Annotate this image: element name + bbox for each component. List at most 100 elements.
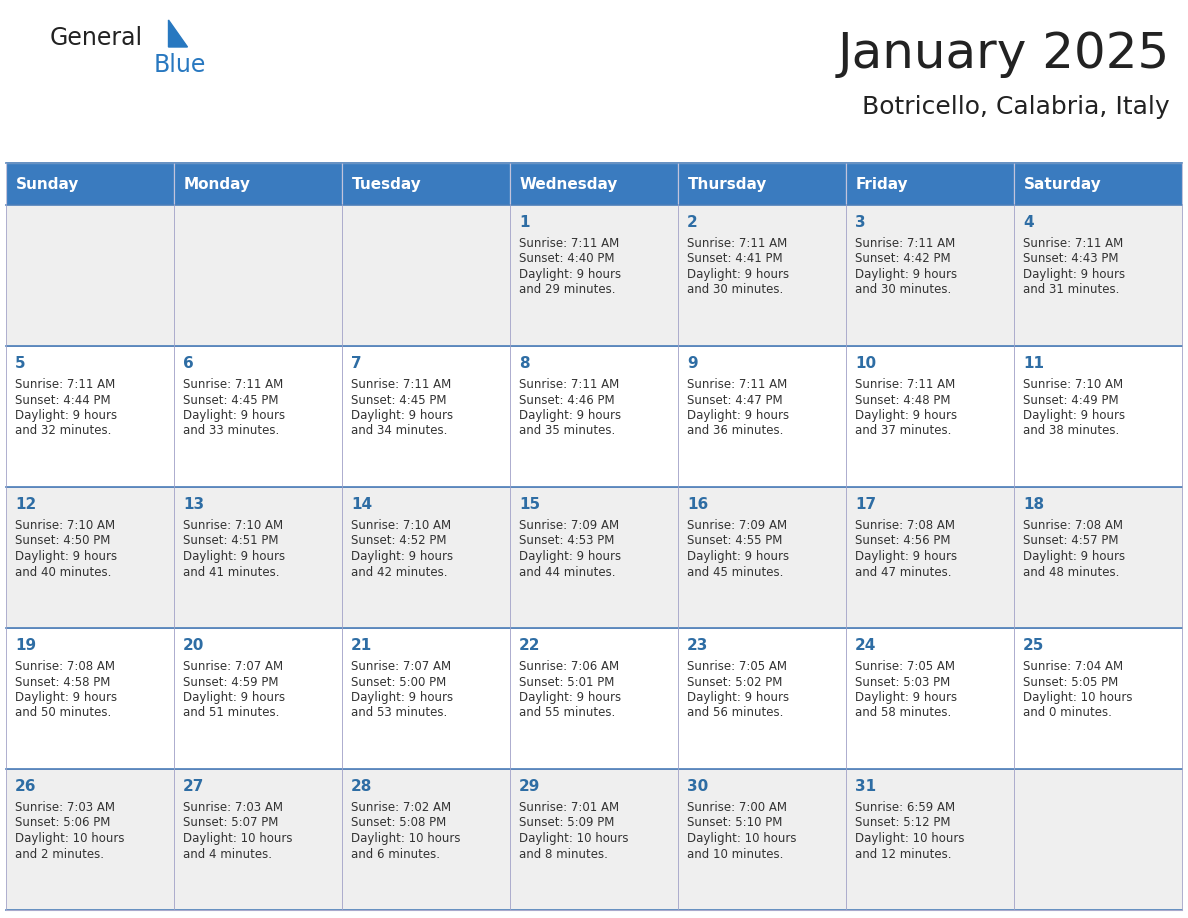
Bar [678,346,846,487]
Text: and 55 minutes.: and 55 minutes. [519,707,615,720]
Text: Sunrise: 7:10 AM: Sunrise: 7:10 AM [15,519,115,532]
Text: Sunset: 4:41 PM: Sunset: 4:41 PM [687,252,783,265]
Bar [510,628,678,769]
Text: January 2025: January 2025 [838,30,1170,78]
Text: Sunset: 5:05 PM: Sunset: 5:05 PM [1023,676,1118,688]
Text: Daylight: 9 hours: Daylight: 9 hours [1023,409,1125,422]
Bar [6,205,173,346]
Bar [342,163,510,205]
Text: Daylight: 9 hours: Daylight: 9 hours [350,409,453,422]
Bar [846,628,1015,769]
Text: and 40 minutes.: and 40 minutes. [15,565,112,578]
Text: Sunset: 5:12 PM: Sunset: 5:12 PM [855,816,950,830]
Text: and 45 minutes.: and 45 minutes. [687,565,783,578]
Bar [1015,346,1182,487]
Text: Daylight: 10 hours: Daylight: 10 hours [350,832,461,845]
Bar [678,487,846,628]
Text: 31: 31 [855,779,876,794]
Text: and 32 minutes.: and 32 minutes. [15,424,112,438]
Text: 7: 7 [350,356,361,371]
Bar [6,628,173,769]
Text: Daylight: 9 hours: Daylight: 9 hours [855,550,958,563]
Text: Sunrise: 7:05 AM: Sunrise: 7:05 AM [855,660,955,673]
Bar [342,205,510,346]
Text: and 34 minutes.: and 34 minutes. [350,424,448,438]
Text: Daylight: 9 hours: Daylight: 9 hours [183,691,285,704]
Text: 12: 12 [15,497,37,512]
Text: Sunset: 5:08 PM: Sunset: 5:08 PM [350,816,447,830]
Text: Sunrise: 6:59 AM: Sunrise: 6:59 AM [855,801,955,814]
Text: Sunrise: 7:03 AM: Sunrise: 7:03 AM [15,801,115,814]
Text: Sunset: 5:10 PM: Sunset: 5:10 PM [687,816,783,830]
Text: and 2 minutes.: and 2 minutes. [15,847,105,860]
Text: Sunrise: 7:09 AM: Sunrise: 7:09 AM [687,519,788,532]
Bar [342,628,510,769]
Text: Sunset: 4:43 PM: Sunset: 4:43 PM [1023,252,1118,265]
Text: 29: 29 [519,779,541,794]
Text: 18: 18 [1023,497,1044,512]
Text: Daylight: 9 hours: Daylight: 9 hours [855,691,958,704]
Bar [1015,769,1182,910]
Text: 3: 3 [855,215,866,230]
Text: Daylight: 10 hours: Daylight: 10 hours [519,832,628,845]
Text: Sunrise: 7:11 AM: Sunrise: 7:11 AM [15,378,115,391]
Text: and 42 minutes.: and 42 minutes. [350,565,448,578]
Text: Daylight: 9 hours: Daylight: 9 hours [687,268,789,281]
Text: Sunrise: 7:11 AM: Sunrise: 7:11 AM [687,378,788,391]
Text: 24: 24 [855,638,877,653]
Bar [846,163,1015,205]
Text: Sunrise: 7:03 AM: Sunrise: 7:03 AM [183,801,283,814]
Text: Sunrise: 7:11 AM: Sunrise: 7:11 AM [855,378,955,391]
Text: Saturday: Saturday [1024,176,1101,192]
Text: Sunrise: 7:04 AM: Sunrise: 7:04 AM [1023,660,1123,673]
Bar [510,346,678,487]
Text: Sunrise: 7:07 AM: Sunrise: 7:07 AM [183,660,283,673]
Text: 21: 21 [350,638,372,653]
Text: Sunset: 4:56 PM: Sunset: 4:56 PM [855,534,950,547]
Text: Sunset: 4:47 PM: Sunset: 4:47 PM [687,394,783,407]
Text: 27: 27 [183,779,204,794]
Text: and 56 minutes.: and 56 minutes. [687,707,783,720]
Text: 5: 5 [15,356,26,371]
Text: Daylight: 9 hours: Daylight: 9 hours [350,691,453,704]
Text: Sunset: 4:58 PM: Sunset: 4:58 PM [15,676,110,688]
Text: Sunrise: 7:10 AM: Sunrise: 7:10 AM [183,519,283,532]
Text: Sunrise: 7:10 AM: Sunrise: 7:10 AM [350,519,451,532]
Bar [846,487,1015,628]
Text: Sunset: 5:03 PM: Sunset: 5:03 PM [855,676,950,688]
Text: 13: 13 [183,497,204,512]
Text: 9: 9 [687,356,697,371]
Text: 8: 8 [519,356,530,371]
Text: Sunrise: 7:11 AM: Sunrise: 7:11 AM [519,378,619,391]
Text: Daylight: 9 hours: Daylight: 9 hours [1023,550,1125,563]
Text: Sunrise: 7:00 AM: Sunrise: 7:00 AM [687,801,786,814]
Text: and 30 minutes.: and 30 minutes. [855,284,952,297]
Text: 15: 15 [519,497,541,512]
Text: Sunset: 4:42 PM: Sunset: 4:42 PM [855,252,950,265]
Text: 25: 25 [1023,638,1044,653]
Text: 30: 30 [687,779,708,794]
Text: Daylight: 9 hours: Daylight: 9 hours [15,409,118,422]
Text: Sunset: 4:45 PM: Sunset: 4:45 PM [350,394,447,407]
Text: 11: 11 [1023,356,1044,371]
Text: Sunset: 5:00 PM: Sunset: 5:00 PM [350,676,447,688]
Text: Sunset: 4:46 PM: Sunset: 4:46 PM [519,394,614,407]
Text: Daylight: 9 hours: Daylight: 9 hours [687,691,789,704]
Text: Daylight: 10 hours: Daylight: 10 hours [1023,691,1132,704]
Text: and 51 minutes.: and 51 minutes. [183,707,279,720]
Text: and 36 minutes.: and 36 minutes. [687,424,783,438]
Text: and 12 minutes.: and 12 minutes. [855,847,952,860]
Bar [173,769,342,910]
Text: Wednesday: Wednesday [520,176,619,192]
Text: Daylight: 10 hours: Daylight: 10 hours [855,832,965,845]
Text: Sunrise: 7:05 AM: Sunrise: 7:05 AM [687,660,786,673]
Text: Sunrise: 7:11 AM: Sunrise: 7:11 AM [687,237,788,250]
Text: and 53 minutes.: and 53 minutes. [350,707,447,720]
Text: Sunrise: 7:09 AM: Sunrise: 7:09 AM [519,519,619,532]
Text: and 38 minutes.: and 38 minutes. [1023,424,1119,438]
Text: Sunset: 4:40 PM: Sunset: 4:40 PM [519,252,614,265]
Text: and 41 minutes.: and 41 minutes. [183,565,279,578]
Bar [1015,163,1182,205]
Text: Sunrise: 7:11 AM: Sunrise: 7:11 AM [1023,237,1123,250]
Bar [510,487,678,628]
